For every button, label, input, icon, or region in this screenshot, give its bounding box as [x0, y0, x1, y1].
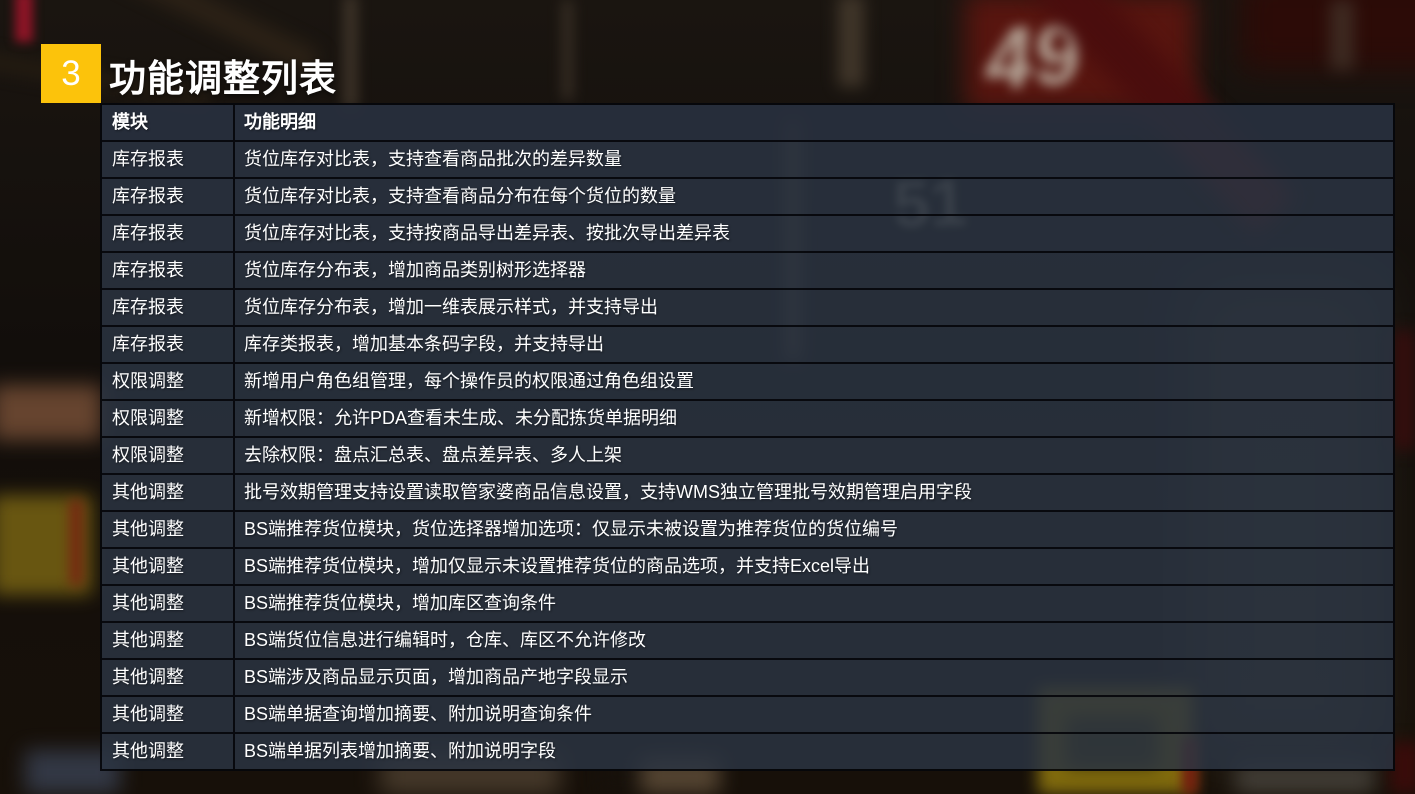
table-row: 权限调整 新增权限：允许PDA查看未生成、未分配拣货单据明细 [102, 401, 1393, 438]
table-row: 其他调整 BS端货位信息进行编辑时，仓库、库区不允许修改 [102, 623, 1393, 660]
photo-blob-red-left [70, 500, 82, 585]
table-body: 库存报表 货位库存对比表，支持查看商品批次的差异数量 库存报表 货位库存对比表，… [102, 142, 1393, 769]
table-row: 库存报表 货位库存对比表，支持查看商品分布在每个货位的数量 [102, 179, 1393, 216]
cell-detail: BS端推荐货位模块，增加仅显示未设置推荐货位的商品选项，并支持Excel导出 [244, 556, 871, 576]
photo-blob-streak-4 [1330, 0, 1354, 70]
column-header-detail: 功能明细 [244, 112, 316, 132]
table-row: 其他调整 BS端推荐货位模块，增加库区查询条件 [102, 586, 1393, 623]
photo-blob-maroon-topright [1240, 0, 1415, 70]
cell-detail: BS端单据查询增加摘要、附加说明查询条件 [244, 704, 593, 724]
cell-module: 库存报表 [102, 179, 235, 214]
cell-module: 其他调整 [102, 586, 235, 621]
cell-module: 库存报表 [102, 290, 235, 325]
cell-module: 库存报表 [102, 253, 235, 288]
cell-detail: 货位库存分布表，增加一维表展示样式，并支持导出 [244, 297, 658, 317]
table-row: 其他调整 BS端涉及商品显示页面，增加商品产地字段显示 [102, 660, 1393, 697]
table-row: 权限调整 新增用户角色组管理，每个操作员的权限通过角色组设置 [102, 364, 1393, 401]
cell-module: 库存报表 [102, 142, 235, 177]
cell-detail: 货位库存对比表，支持查看商品批次的差异数量 [244, 149, 622, 169]
photo-blob-red-stripe-topleft [15, 0, 33, 42]
cell-detail: 货位库存对比表，支持查看商品分布在每个货位的数量 [244, 186, 676, 206]
cell-module: 权限调整 [102, 401, 235, 436]
cell-detail: BS端推荐货位模块，货位选择器增加选项：仅显示未被设置为推荐货位的货位编号 [244, 519, 899, 539]
photo-blob-shelf-left [0, 385, 102, 440]
cell-module: 其他调整 [102, 549, 235, 584]
photo-blob-streak-3 [838, 0, 864, 87]
photo-blob-streak-1 [345, 0, 356, 110]
cell-module: 其他调整 [102, 475, 235, 510]
cell-module: 库存报表 [102, 216, 235, 251]
cell-detail: BS端货位信息进行编辑时，仓库、库区不允许修改 [244, 630, 647, 650]
feature-adjustment-table: 模块 功能明细 库存报表 货位库存对比表，支持查看商品批次的差异数量 库存报表 … [100, 103, 1395, 771]
table-header-row: 模块 功能明细 [102, 105, 1393, 142]
cell-detail: BS端涉及商品显示页面，增加商品产地字段显示 [244, 667, 629, 687]
column-header-module: 模块 [102, 105, 235, 140]
cell-module: 其他调整 [102, 660, 235, 695]
cell-module: 其他调整 [102, 623, 235, 658]
cell-detail: 新增用户角色组管理，每个操作员的权限通过角色组设置 [244, 371, 694, 391]
table-row: 其他调整 BS端推荐货位模块，货位选择器增加选项：仅显示未被设置为推荐货位的货位… [102, 512, 1393, 549]
photo-blob-streak-2 [563, 0, 572, 100]
table-row: 库存报表 货位库存分布表，增加商品类别树形选择器 [102, 253, 1393, 290]
slide-number-badge: 3 [41, 44, 101, 103]
table-row: 库存报表 货位库存对比表，支持按商品导出差异表、按批次导出差异表 [102, 216, 1393, 253]
cell-detail: 货位库存对比表，支持按商品导出差异表、按批次导出差异表 [244, 223, 730, 243]
cell-detail: 库存类报表，增加基本条码字段，并支持导出 [244, 334, 604, 354]
table-row: 其他调整 BS端推荐货位模块，增加仅显示未设置推荐货位的商品选项，并支持Exce… [102, 549, 1393, 586]
table-row: 其他调整 BS端单据查询增加摘要、附加说明查询条件 [102, 697, 1393, 734]
table-row: 库存报表 货位库存对比表，支持查看商品批次的差异数量 [102, 142, 1393, 179]
cell-module: 其他调整 [102, 512, 235, 547]
cell-module: 其他调整 [102, 697, 235, 732]
photo-blob-red-right-edge [1393, 330, 1415, 450]
cell-module: 其他调整 [102, 734, 235, 769]
table-row: 权限调整 去除权限：盘点汇总表、盘点差异表、多人上架 [102, 438, 1393, 475]
table-row: 其他调整 批号效期管理支持设置读取管家婆商品信息设置，支持WMS独立管理批号效期… [102, 475, 1393, 512]
page-title: 功能调整列表 [109, 58, 337, 99]
table-row: 其他调整 BS端单据列表增加摘要、附加说明字段 [102, 734, 1393, 769]
cell-detail: 货位库存分布表，增加商品类别树形选择器 [244, 260, 586, 280]
table-row: 库存报表 货位库存分布表，增加一维表展示样式，并支持导出 [102, 290, 1393, 327]
cell-detail: 新增权限：允许PDA查看未生成、未分配拣货单据明细 [244, 408, 678, 428]
cell-detail: 批号效期管理支持设置读取管家婆商品信息设置，支持WMS独立管理批号效期管理启用字… [244, 482, 972, 502]
cell-module: 权限调整 [102, 438, 235, 473]
cell-detail: BS端推荐货位模块，增加库区查询条件 [244, 593, 557, 613]
table-row: 库存报表 库存类报表，增加基本条码字段，并支持导出 [102, 327, 1393, 364]
cell-detail: BS端单据列表增加摘要、附加说明字段 [244, 741, 557, 761]
cell-module: 库存报表 [102, 327, 235, 362]
cell-module: 权限调整 [102, 364, 235, 399]
cell-detail: 去除权限：盘点汇总表、盘点差异表、多人上架 [244, 445, 622, 465]
